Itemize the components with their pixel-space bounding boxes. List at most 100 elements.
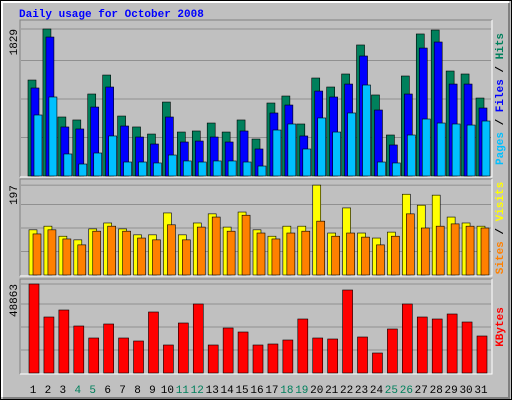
bar bbox=[287, 123, 297, 177]
x-tick-label: 3 bbox=[60, 385, 67, 397]
bar bbox=[123, 161, 132, 177]
bar bbox=[33, 114, 43, 177]
legend: KBytes bbox=[495, 307, 507, 347]
x-tick-label: 19 bbox=[295, 385, 308, 397]
panel-bevel bbox=[19, 278, 492, 374]
y-tick-label: 1829 bbox=[9, 29, 21, 55]
bar bbox=[153, 162, 162, 177]
bar bbox=[133, 340, 144, 374]
bar bbox=[63, 153, 73, 177]
bar bbox=[93, 152, 103, 177]
legend-entry: Visits bbox=[495, 182, 507, 222]
bar bbox=[227, 160, 237, 177]
bar bbox=[73, 325, 85, 374]
bar bbox=[316, 220, 326, 276]
bar bbox=[252, 344, 264, 374]
bar bbox=[377, 161, 386, 177]
bar bbox=[416, 316, 428, 374]
x-tick-label: 25 bbox=[385, 385, 398, 397]
panel-bevel bbox=[20, 279, 493, 375]
bevel bbox=[3, 3, 510, 399]
bar bbox=[28, 283, 40, 374]
legend-entry: Pages bbox=[495, 132, 507, 165]
x-tick-label: 18 bbox=[280, 385, 293, 397]
bar bbox=[267, 343, 279, 374]
bar bbox=[168, 154, 177, 177]
bar bbox=[196, 226, 206, 276]
bar bbox=[361, 236, 370, 276]
bar bbox=[421, 118, 431, 177]
bar bbox=[420, 227, 430, 276]
x-tick-label: 4 bbox=[74, 385, 81, 397]
bar bbox=[297, 318, 309, 374]
bar bbox=[78, 163, 88, 177]
bar bbox=[450, 223, 460, 276]
bar bbox=[431, 318, 443, 374]
bar bbox=[118, 337, 129, 374]
legend-entry: Hits bbox=[495, 33, 507, 59]
x-tick-label: 13 bbox=[206, 385, 219, 397]
x-tick-label: 17 bbox=[265, 385, 278, 397]
bar bbox=[332, 131, 341, 177]
x-tick-label: 28 bbox=[430, 385, 443, 397]
bar bbox=[387, 328, 398, 374]
panel-bevel bbox=[19, 178, 492, 276]
x-tick-label: 9 bbox=[149, 385, 156, 397]
bar bbox=[47, 229, 57, 276]
bar bbox=[346, 232, 355, 276]
x-tick-label: 15 bbox=[235, 385, 248, 397]
panel-bevel bbox=[20, 20, 493, 178]
bar bbox=[62, 238, 72, 276]
bar bbox=[327, 338, 338, 374]
legend-separator: / bbox=[495, 221, 507, 241]
x-tick-label: 12 bbox=[191, 385, 204, 397]
bar bbox=[407, 134, 416, 177]
bar bbox=[376, 244, 385, 276]
bar bbox=[451, 123, 461, 177]
bar bbox=[406, 213, 415, 276]
x-tick-label: 26 bbox=[400, 385, 413, 397]
bar bbox=[241, 214, 251, 276]
x-tick-label: 27 bbox=[415, 385, 428, 397]
bar bbox=[58, 309, 70, 374]
x-tick-label: 6 bbox=[104, 385, 111, 397]
legend: Sites / Visits bbox=[495, 182, 507, 274]
bar bbox=[107, 225, 116, 276]
bar bbox=[317, 117, 327, 177]
bar bbox=[122, 230, 131, 276]
bar bbox=[446, 313, 458, 374]
y-tick-label: 48863 bbox=[9, 284, 21, 317]
bar bbox=[436, 122, 446, 177]
bar bbox=[237, 331, 249, 374]
bar bbox=[362, 84, 371, 177]
x-tick-label: 10 bbox=[161, 385, 174, 397]
y-tick-label: 197 bbox=[9, 185, 21, 205]
bar bbox=[43, 316, 55, 374]
x-tick-label: 7 bbox=[119, 385, 126, 397]
legend-entry: Sites bbox=[495, 241, 507, 274]
bar bbox=[465, 225, 475, 276]
legend-entry: Files bbox=[495, 79, 507, 112]
bar bbox=[148, 311, 159, 374]
bar bbox=[197, 161, 207, 177]
bar bbox=[286, 232, 296, 276]
bar bbox=[402, 303, 413, 374]
bar bbox=[103, 323, 114, 374]
bar bbox=[48, 96, 58, 177]
x-tick-label: 22 bbox=[340, 385, 353, 397]
bar bbox=[167, 224, 176, 276]
bar bbox=[183, 160, 192, 177]
x-tick-label: 23 bbox=[355, 385, 368, 397]
bar bbox=[138, 161, 147, 177]
bar bbox=[435, 225, 445, 276]
bar bbox=[476, 335, 488, 374]
bar bbox=[301, 230, 311, 276]
bar bbox=[163, 344, 174, 374]
bar bbox=[256, 232, 266, 276]
bar bbox=[77, 244, 87, 276]
bar bbox=[257, 165, 267, 177]
x-tick-label: 21 bbox=[325, 385, 339, 397]
bar bbox=[372, 352, 383, 374]
